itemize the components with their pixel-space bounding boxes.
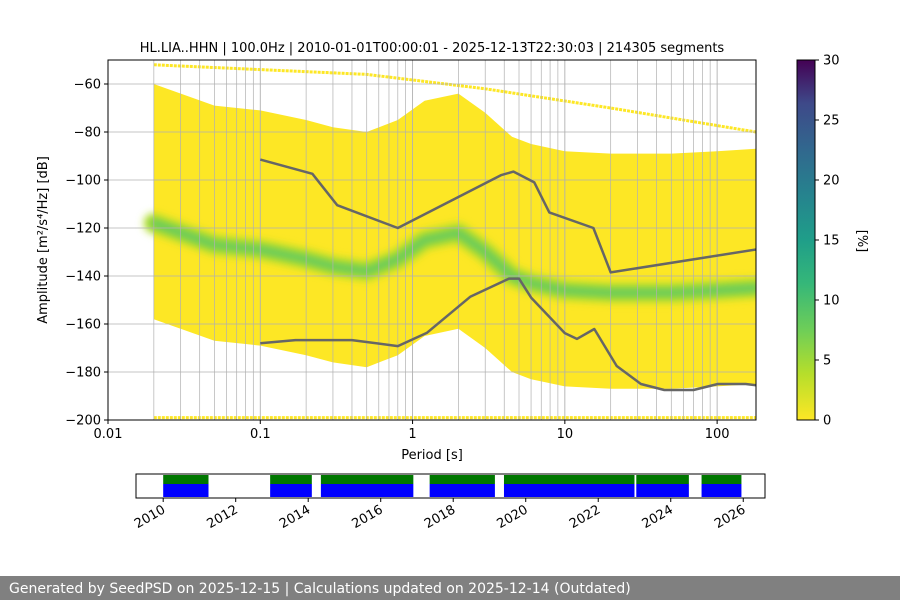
- y-axis: −200 −180 −160 −140 −120 −100 −80 −60: [65, 78, 108, 429]
- timeline-tick-label: 2018: [422, 502, 458, 532]
- y-tick-label: −60: [74, 78, 101, 93]
- colorbar-tick-label: 15: [823, 234, 840, 249]
- timeline-tick-label: 2010: [132, 502, 168, 532]
- footer-bar: Generated by SeedPSD on 2025-12-15 | Cal…: [0, 576, 900, 600]
- timeline-tick-label: 2026: [712, 502, 748, 532]
- timeline-x-axis: 2010 2012 2014 2016 2018 2020 2022 2024 2026: [132, 498, 748, 532]
- plot-frame: [107, 59, 757, 421]
- timeline-bars: [163, 475, 742, 497]
- colorbar-tick-label: 20: [823, 174, 840, 189]
- x-tick-label: 1: [408, 427, 416, 442]
- data-segment: [270, 484, 312, 497]
- colorbar-tick-label: 30: [823, 54, 840, 69]
- x-axis: 0.01 0.1 1 10 100: [94, 420, 730, 442]
- timeline-tick-label: 2024: [640, 502, 676, 532]
- processed-segment: [163, 475, 209, 484]
- colorbar-tick-label: 10: [823, 294, 840, 309]
- timeline-frame: [135, 473, 766, 499]
- chart-title: HL.LIA..HHN | 100.0Hz | 2010-01-01T00:00…: [140, 41, 725, 56]
- y-tick-label: −120: [65, 222, 101, 237]
- processed-segment: [429, 475, 495, 484]
- colorbar-gradient: [797, 60, 815, 420]
- timeline-tick-label: 2012: [205, 502, 241, 532]
- footer-text: Generated by SeedPSD on 2025-12-15 | Cal…: [9, 581, 631, 597]
- y-tick-label: −200: [65, 414, 101, 429]
- y-tick-label: −140: [65, 270, 101, 285]
- x-tick-label: 10: [557, 427, 574, 442]
- data-segment: [701, 484, 742, 497]
- data-segment: [163, 484, 209, 497]
- colorbar-label: [%]: [854, 230, 869, 253]
- data-segment: [429, 484, 495, 497]
- y-tick-label: −160: [65, 318, 101, 333]
- colorbar-tick-label: 25: [823, 114, 840, 129]
- y-axis-label: Amplitude [m²/s⁴/Hz] [dB]: [36, 156, 51, 324]
- processed-segment: [320, 475, 414, 484]
- y-tick-label: −100: [65, 174, 101, 189]
- processed-segment: [636, 475, 689, 484]
- x-tick-label: 0.01: [94, 427, 123, 442]
- data-segment: [636, 484, 689, 497]
- y-tick-label: −80: [74, 126, 101, 141]
- processed-segment: [270, 475, 312, 484]
- processed-segment: [701, 475, 742, 484]
- colorbar: 0 5 10 15 20 25 30 [%]: [796, 54, 869, 429]
- model-line-nhnm: [259, 158, 756, 274]
- colorbar-tick-label: 5: [823, 354, 831, 369]
- timeline-tick-label: 2014: [277, 502, 313, 532]
- grid-lines: [107, 60, 756, 421]
- y-tick-label: −180: [65, 366, 101, 381]
- timeline-tick-label: 2022: [567, 502, 603, 532]
- x-tick-label: 0.1: [250, 427, 271, 442]
- timeline-tick-label: 2016: [350, 502, 386, 532]
- availability-timeline: 2010 2012 2014 2016 2018 2020 2022 2024 2026: [132, 473, 766, 532]
- model-curves: [259, 158, 756, 392]
- timeline-tick-label: 2020: [495, 502, 531, 532]
- data-segment: [503, 484, 635, 497]
- colorbar-ticks: 0 5 10 15 20 25 30: [815, 54, 840, 429]
- x-axis-label: Period [s]: [401, 448, 463, 463]
- data-segment: [320, 484, 414, 497]
- processed-segment: [503, 475, 635, 484]
- psd-plot-area: 0.01 0.1 1 10 100 −200 −180 −160 −140 −120 −100 −8…: [36, 41, 757, 463]
- x-tick-label: 100: [705, 427, 730, 442]
- colorbar-tick-label: 0: [823, 414, 831, 429]
- model-line-nlnm: [260, 277, 756, 392]
